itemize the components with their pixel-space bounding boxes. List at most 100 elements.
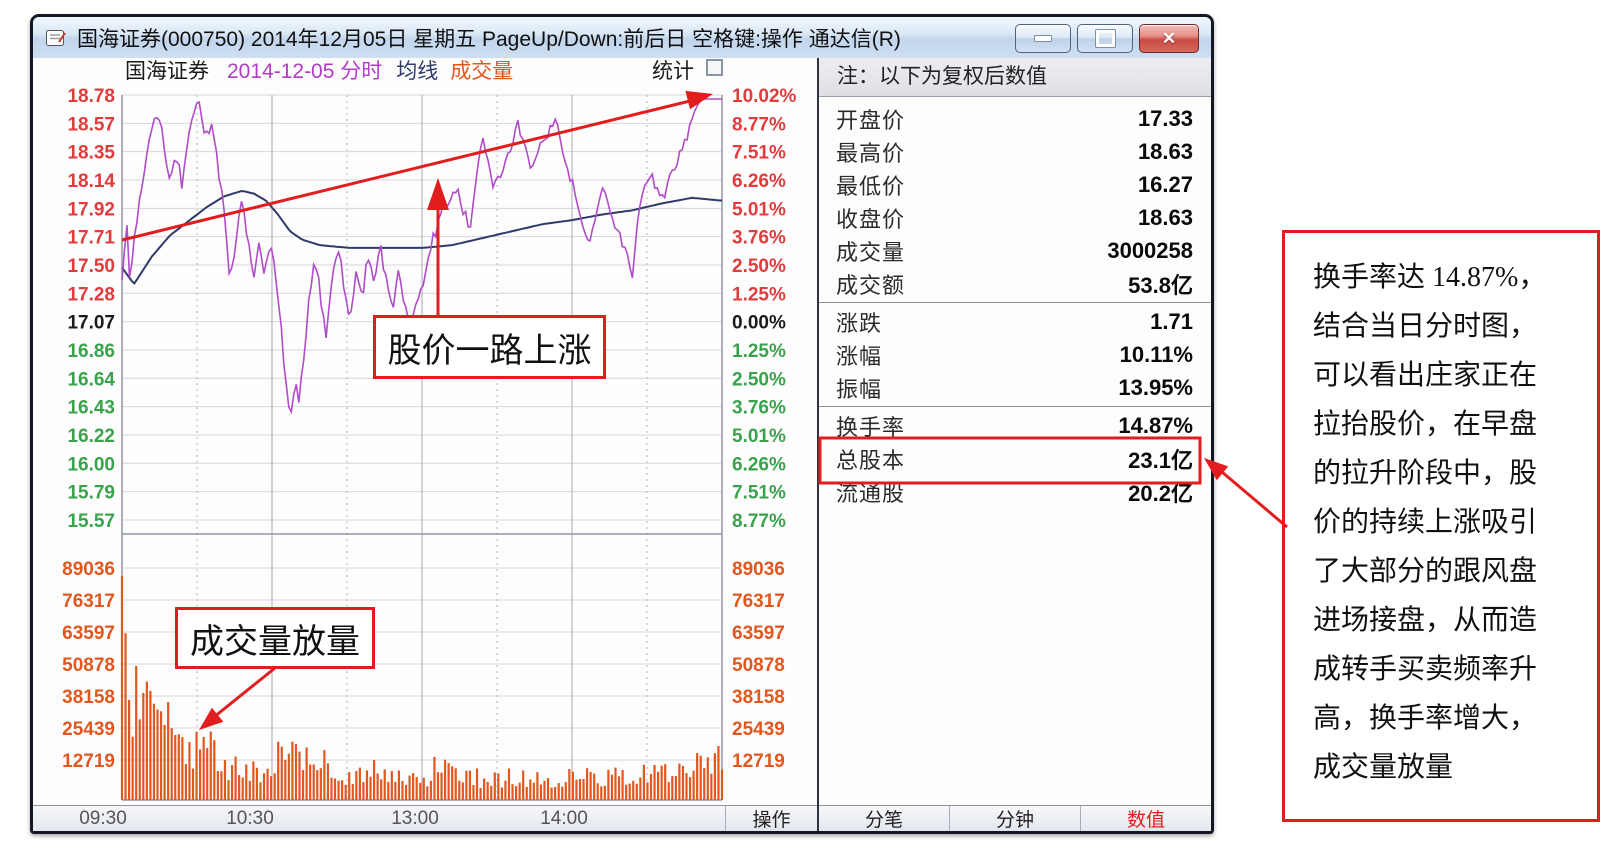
- axis-label: 15.79: [67, 483, 115, 504]
- axis-label: 17.28: [67, 284, 115, 305]
- quote-panel: 注：以下为复权后数值 开盘价 17.33 最高价 18.63 最低价 16.27 收盘价 18…: [819, 58, 1211, 831]
- axis-label: 16.22: [67, 426, 115, 447]
- axis-label: 25439: [732, 719, 785, 740]
- axis-label: 7.51%: [732, 483, 786, 504]
- axis-label: 6.26%: [732, 171, 786, 192]
- axis-label: 3.76%: [732, 228, 786, 249]
- quote-row-label: 流通股: [836, 480, 906, 506]
- stats-checkbox[interactable]: [706, 58, 723, 76]
- quote-row-label: 最高价: [836, 140, 906, 166]
- quote-row-label: 成交额: [836, 272, 906, 298]
- close-button[interactable]: ✕: [1139, 24, 1199, 53]
- axis-label: 63597: [732, 623, 785, 644]
- chart-date-mode[interactable]: 2014-12-05 分时: [227, 60, 383, 83]
- stock-name: 国海证券: [125, 60, 209, 83]
- tab-operate[interactable]: 操作: [725, 806, 817, 831]
- app-icon: [45, 28, 67, 48]
- quote-row-成交量: 成交量 3000258: [819, 234, 1211, 267]
- axis-label: 3.76%: [732, 398, 786, 419]
- side-note-line: 成转手买卖频率升: [1313, 654, 1538, 685]
- axis-label: 0.00%: [732, 313, 786, 334]
- quote-row-流通股: 流通股 20.2亿: [819, 475, 1211, 508]
- axis-label: 63597: [62, 623, 115, 644]
- tdx-window: 国海证券(000750) 2014年12月05日 星期五 PageUp/Down…: [30, 14, 1214, 834]
- minimize-icon: [1034, 35, 1052, 42]
- quote-panel-tabs: 分笔 分钟 数值: [819, 805, 1211, 831]
- axis-label: 8.77%: [732, 114, 786, 135]
- maximize-button[interactable]: [1077, 24, 1133, 53]
- quote-row-最低价: 最低价 16.27: [819, 168, 1211, 201]
- quote-row-value: 3000258: [1107, 237, 1193, 263]
- axis-label: 16.64: [67, 369, 115, 390]
- axis-label: 2.50%: [732, 369, 786, 390]
- axis-label: 16.43: [67, 398, 115, 419]
- side-note-line: 换手率达 14.87%，: [1313, 262, 1547, 293]
- chart-header: 国海证券 2014-12-05 分时 均线 成交量 统计: [33, 58, 817, 83]
- side-note-line: 高，换手率增大，: [1313, 703, 1538, 734]
- axis-label: 16.00: [67, 454, 115, 475]
- tab-数值[interactable]: 数值: [1080, 806, 1211, 831]
- minimize-button[interactable]: [1015, 24, 1071, 53]
- axis-label: 7.51%: [732, 143, 786, 164]
- axis-label: 38158: [732, 687, 785, 708]
- chart-section: 国海证券 2014-12-05 分时 均线 成交量 统计 18.78 18.57 1…: [33, 58, 819, 831]
- side-note-line: 可以看出庄家正在: [1313, 360, 1538, 391]
- time-label: 13:00: [391, 808, 439, 829]
- axis-label: 76317: [62, 591, 115, 612]
- quote-row-value: 10.11%: [1119, 341, 1193, 367]
- side-note-box: 换手率达 14.87%， 结合当日分时图， 可以看出庄家正在 拉抬股价，在早盘 的拉升阶…: [1282, 230, 1600, 822]
- quote-row-开盘价: 开盘价 17.33: [819, 102, 1211, 135]
- tab-分笔[interactable]: 分笔: [864, 810, 903, 831]
- quote-row-收盘价: 收盘价 18.63: [819, 201, 1211, 234]
- stats-label[interactable]: 统计: [652, 60, 694, 83]
- axis-label: 1.25%: [732, 284, 786, 305]
- axis-label: 76317: [732, 591, 785, 612]
- side-note-line: 价的持续上涨吸引: [1313, 507, 1538, 538]
- tab-分钟[interactable]: 分钟: [949, 806, 1080, 831]
- axis-label: 18.14: [67, 171, 115, 192]
- side-note-arrow-line: [1221, 470, 1288, 529]
- side-note-line: 了大部分的跟风盘: [1313, 556, 1538, 587]
- axis-label: 6.26%: [732, 454, 786, 475]
- axis-label: 10.02%: [732, 86, 797, 107]
- window-titlebar: 国海证券(000750) 2014年12月05日 星期五 PageUp/Down…: [33, 17, 1211, 59]
- axis-label: 15.57: [67, 511, 115, 532]
- window-title: 国海证券(000750) 2014年12月05日 星期五 PageUp/Down…: [77, 27, 901, 51]
- quote-row-value: 18.63: [1137, 138, 1193, 164]
- section-divider: [819, 406, 1211, 407]
- axis-label: 18.57: [67, 114, 115, 135]
- side-note-line: 结合当日分时图，: [1313, 311, 1538, 342]
- quote-row-value: 16.27: [1137, 171, 1193, 197]
- ma-line-label[interactable]: 均线: [396, 60, 439, 83]
- quote-row-最高价: 最高价 18.63: [819, 135, 1211, 168]
- quote-row-value: 17.33: [1137, 105, 1193, 131]
- time-label: 10:30: [226, 808, 274, 829]
- quote-row-振幅: 振幅 13.95%: [819, 371, 1211, 404]
- axis-label: 16.86: [67, 341, 115, 362]
- quote-row-value: 13.95%: [1118, 374, 1193, 400]
- quote-row-value: 18.63: [1137, 204, 1193, 230]
- side-note-line: 成交量放量: [1313, 752, 1454, 783]
- section-divider: [819, 302, 1211, 303]
- axis-label: 18.78: [67, 86, 115, 107]
- quote-row-value: 20.2亿: [1128, 480, 1193, 506]
- quote-row-涨幅: 涨幅 10.11%: [819, 338, 1211, 371]
- quote-row-成交额: 成交额 53.8亿: [819, 267, 1211, 300]
- quote-row-value: 14.87%: [1118, 412, 1193, 438]
- quote-rows: 开盘价 17.33 最高价 18.63 最低价 16.27 收盘价 18.63 成交量 30002…: [819, 102, 1211, 508]
- axis-label: 50878: [62, 655, 115, 676]
- axis-label: 89036: [62, 559, 115, 580]
- axis-label: 17.07: [67, 313, 115, 334]
- quote-row-label: 最低价: [836, 173, 906, 199]
- time-axis-bar: 09:30 10:30 13:00 14:00 操作: [33, 805, 817, 831]
- axis-label: 2.50%: [732, 256, 786, 277]
- window-content: 国海证券 2014-12-05 分时 均线 成交量 统计 18.78 18.57 1…: [33, 58, 1211, 831]
- quote-row-label: 成交量: [836, 239, 906, 265]
- quote-row-value: 1.71: [1150, 308, 1193, 334]
- volume-label[interactable]: 成交量: [450, 60, 514, 83]
- side-note-line: 进场接盘，从而造: [1313, 605, 1538, 636]
- annotation-price-rise-box: 股价一路上涨: [373, 315, 606, 379]
- annotation-price-rise-text: 股价一路上涨: [387, 332, 592, 370]
- quote-row-label: 振幅: [836, 376, 883, 402]
